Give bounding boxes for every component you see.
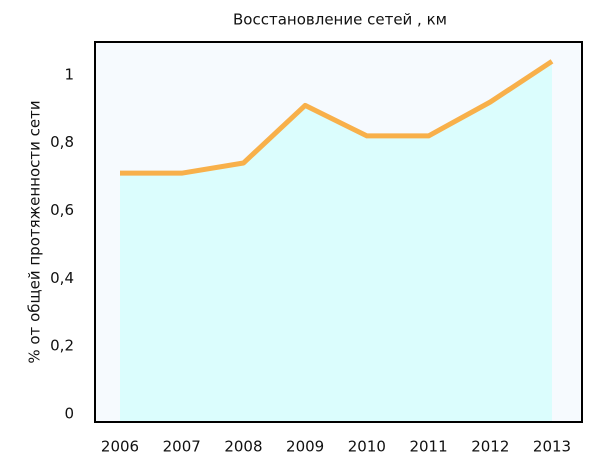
y-axis-label: % от общей протяженности сети bbox=[26, 100, 44, 363]
x-tick-label: 2010 bbox=[348, 438, 386, 456]
y-tick-label: 0,2 bbox=[50, 337, 74, 355]
x-tick-label: 2008 bbox=[224, 438, 262, 456]
x-tick-label: 2012 bbox=[471, 438, 509, 456]
y-tick-label: 0,8 bbox=[50, 133, 74, 151]
line bbox=[120, 59, 554, 176]
y-tick-label: 1 bbox=[64, 65, 74, 83]
chart-title: Восстановление сетей , км bbox=[233, 11, 447, 29]
y-tick-label: 0 bbox=[64, 404, 74, 422]
y-tick-label: 0,4 bbox=[50, 269, 74, 287]
x-tick-label: 2009 bbox=[286, 438, 324, 456]
x-tick-label: 2013 bbox=[533, 438, 571, 456]
x-tick-label: 2007 bbox=[163, 438, 201, 456]
x-tick-label: 2011 bbox=[409, 438, 447, 456]
x-tick-label: 2006 bbox=[101, 438, 139, 456]
area bbox=[120, 61, 552, 422]
y-tick-label: 0,6 bbox=[50, 201, 74, 219]
